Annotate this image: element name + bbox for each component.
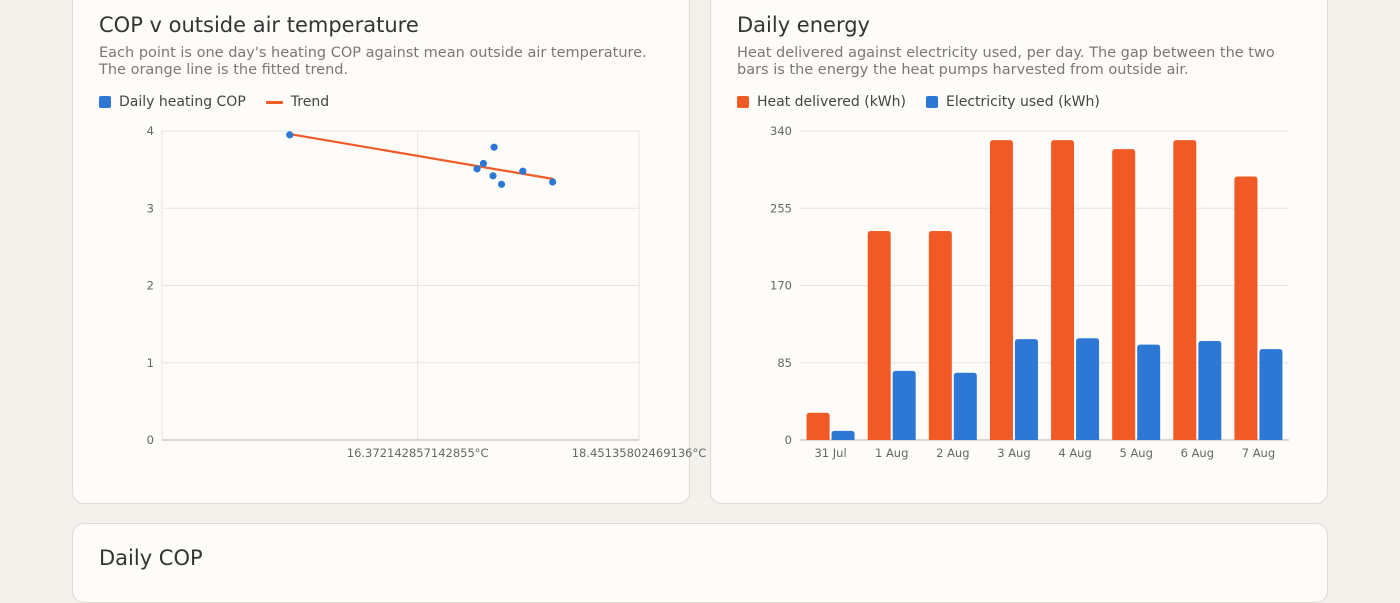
bar-heat-delivered [989, 140, 1013, 440]
bar-heat-delivered [928, 230, 952, 440]
bar-electricity-used [1137, 344, 1161, 440]
bar-heat-delivered [1173, 140, 1197, 440]
daily-cop-card: Daily COP [72, 523, 1328, 603]
bar-electricity-used [1076, 338, 1100, 440]
cop-point [549, 178, 557, 186]
bar-electricity-used [831, 430, 855, 440]
y-tick-label: 255 [770, 201, 792, 215]
trend-line [288, 132, 554, 180]
x-tick-label: 4 Aug [1058, 446, 1091, 460]
x-tick-label: 18.45135802469136°C [572, 446, 707, 460]
daily-energy-chart: 0 85 170 255 340 31 Jul 1 Aug 2 Aug 3 Aug 4 Aug 5 … [770, 124, 1289, 460]
legend-swatch-daily-heating-cop [99, 96, 111, 108]
x-tick-label: 7 Aug [1242, 446, 1275, 460]
y-tick-label: 85 [777, 356, 792, 370]
cop-vs-temperature-description: Each point is one day's heating COP agai… [99, 45, 647, 78]
daily-energy-title: Daily energy [737, 13, 870, 37]
x-tick-label: 3 Aug [997, 446, 1030, 460]
legend-label-trend: Trend [290, 94, 330, 110]
bar-heat-delivered [1051, 140, 1075, 440]
bar-electricity-used [1198, 340, 1222, 440]
daily-energy-description: Heat delivered against electricity used,… [737, 45, 1275, 78]
bar-electricity-used [1014, 339, 1038, 440]
cop-point [286, 131, 294, 139]
y-tick-label: 2 [147, 279, 154, 293]
y-tick-label: 340 [770, 124, 792, 138]
y-tick-label: 0 [147, 433, 154, 447]
legend-label-daily-heating-cop: Daily heating COP [119, 94, 246, 110]
bar-electricity-used [1259, 349, 1283, 440]
legend-swatch-heat-delivered [737, 96, 749, 108]
y-tick-label: 3 [147, 201, 154, 215]
cop-point [479, 159, 488, 168]
cop-point [490, 143, 498, 151]
cop-point [497, 180, 506, 188]
cop-point [519, 167, 527, 175]
legend-swatch-trend [265, 100, 283, 104]
x-tick-label: 5 Aug [1119, 446, 1152, 460]
legend-label-heat-delivered: Heat delivered (kWh) [757, 94, 906, 110]
legend-item-heat-delivered[interactable]: Heat delivered (kWh) [737, 94, 906, 110]
bar-heat-delivered [1234, 176, 1258, 441]
daily-energy-card: Daily energy Heat delivered against elec… [710, 0, 1328, 504]
daily-energy-legend: Heat delivered (kWh) Electricity used (k… [737, 94, 1120, 110]
x-tick-label: 31 Jul [814, 446, 846, 460]
x-tick-label: 2 Aug [936, 446, 969, 460]
x-tick-label: 6 Aug [1181, 446, 1214, 460]
cop-point [489, 172, 497, 180]
cop-vs-temperature-card: COP v outside air temperature Each point… [72, 0, 707, 504]
legend-item-electricity-used[interactable]: Electricity used (kWh) [925, 94, 1100, 110]
legend-item-trend[interactable]: Trend [265, 94, 330, 110]
cop-point [473, 165, 481, 173]
legend-label-electricity-used: Electricity used (kWh) [945, 94, 1100, 110]
bar-heat-delivered [867, 230, 891, 440]
bar-electricity-used [892, 370, 916, 440]
y-tick-label: 1 [147, 356, 154, 370]
daily-cop-title: Daily COP [99, 546, 203, 570]
y-tick-label: 4 [147, 124, 154, 138]
y-tick-label: 170 [770, 279, 792, 293]
legend-item-daily-heating-cop[interactable]: Daily heating COP [99, 94, 246, 110]
cop-vs-temperature-chart: 0 1 2 3 4 16.372142857142855°C 18.451358024691… [147, 124, 707, 460]
y-tick-label: 0 [785, 433, 792, 447]
bar-heat-delivered [806, 412, 830, 440]
x-tick-label: 1 Aug [875, 446, 908, 460]
cop-vs-temperature-title: COP v outside air temperature [99, 13, 419, 37]
cop-vs-temperature-legend: Daily heating COP Trend [99, 94, 349, 110]
x-tick-label: 16.372142857142855°C [347, 446, 489, 460]
legend-swatch-electricity-used [925, 96, 938, 108]
bar-heat-delivered [1112, 149, 1136, 441]
bar-electricity-used [953, 372, 977, 440]
